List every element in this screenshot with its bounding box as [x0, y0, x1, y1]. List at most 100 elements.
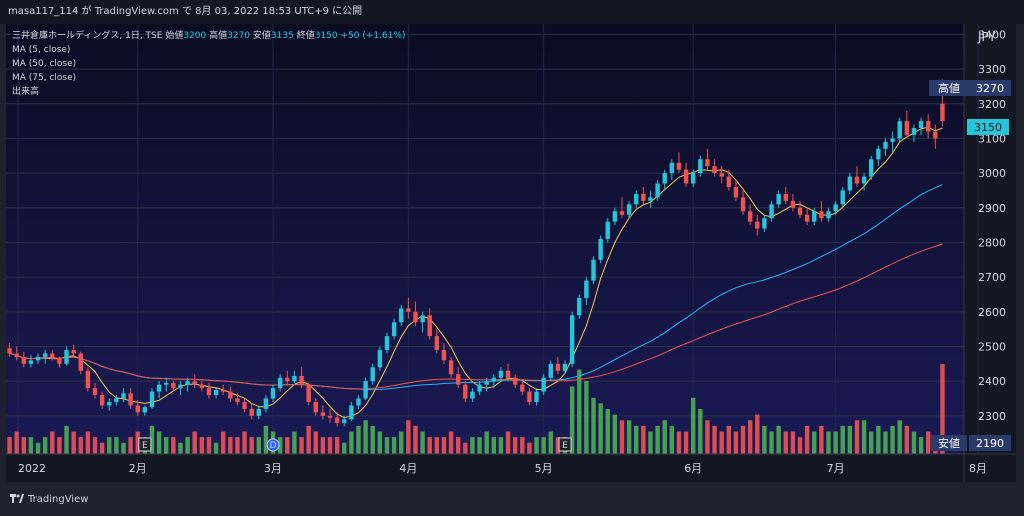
- volume-bar: [662, 420, 667, 454]
- candle-body: [705, 159, 710, 167]
- volume-bar: [712, 425, 717, 454]
- volume-bar: [669, 425, 675, 454]
- candle-body: [242, 401, 247, 409]
- volume-bar: [14, 431, 19, 454]
- volume-bar: [285, 437, 290, 454]
- volume-bar: [797, 437, 803, 454]
- volume-bar: [783, 431, 788, 454]
- last-price-tag: [967, 119, 1009, 135]
- volume-bar: [156, 431, 162, 454]
- volume-bar: [249, 437, 254, 454]
- candle-body: [505, 370, 511, 378]
- publisher-line: masa117_114 が TradingView.com で 8月 03, 2…: [8, 6, 363, 17]
- volume-bar: [50, 431, 55, 454]
- candle-body: [192, 381, 197, 385]
- volume-bar: [861, 420, 867, 454]
- candle-body: [669, 162, 675, 174]
- volume-bar: [847, 425, 853, 454]
- x-tick-label: 4月: [399, 462, 417, 475]
- candle-body: [662, 173, 667, 184]
- candle-body: [940, 103, 945, 122]
- candle-body: [847, 176, 853, 191]
- price-axis[interactable]: 3400 3300 3200 3100 3000 2900 2800 2700 2600 2500…: [978, 28, 1006, 422]
- volume-bar: [918, 437, 924, 454]
- candle-body: [790, 200, 796, 208]
- legend-ma75[interactable]: MA (75, close): [12, 73, 76, 83]
- volume-bar: [541, 437, 546, 454]
- x-tick-label: 3月: [264, 462, 282, 475]
- candle-body: [712, 166, 717, 174]
- dividend-marker-label: D: [270, 441, 277, 451]
- candle-body: [448, 360, 454, 375]
- candle-body: [313, 401, 318, 413]
- candle-body: [933, 131, 938, 139]
- volume-bar: [463, 442, 468, 454]
- candle-body: [71, 349, 76, 354]
- candle-body: [698, 159, 703, 174]
- volume-bar: [648, 431, 653, 454]
- tradingview-icon: [10, 494, 24, 503]
- volume-bar: [505, 431, 511, 454]
- candle-body: [797, 207, 803, 215]
- candlestick-chart[interactable]: E D E 3400 3300 3200 3100 3000 2900 2800 2700 2600…: [6, 24, 1016, 482]
- volume-bar: [256, 437, 262, 454]
- chart-area[interactable]: E D E 3400 3300 3200 3100 3000 2900 2800 2700 2600…: [6, 24, 1016, 482]
- time-axis[interactable]: 2022 2月 3月 4月 5月 6月 7月 8月: [18, 462, 987, 475]
- legend-ma5[interactable]: MA (5, close): [12, 45, 70, 55]
- candle-body: [619, 211, 625, 215]
- volume-bar: [299, 437, 304, 454]
- candle-body: [185, 381, 190, 385]
- volume-bar: [114, 437, 119, 454]
- ma75-line: [9, 243, 943, 390]
- volume-bar: [21, 437, 27, 454]
- candle-body: [897, 121, 902, 139]
- volume-bar: [434, 437, 440, 454]
- candle-body: [584, 280, 589, 298]
- candle-body: [263, 398, 269, 409]
- volume-bar: [42, 437, 48, 454]
- candle-body: [470, 391, 475, 399]
- candle-body: [534, 391, 539, 402]
- candle-body: [769, 204, 774, 219]
- volume-bar: [776, 425, 781, 454]
- legend-volume[interactable]: 出来高: [12, 85, 39, 97]
- x-tick-label: 2022: [18, 462, 46, 475]
- volume-bar: [78, 437, 83, 454]
- tradingview-brand: TradingView: [28, 494, 89, 505]
- volume-bar: [292, 431, 297, 454]
- volume-bar: [349, 431, 354, 454]
- y-tick-label: 2800: [978, 236, 1006, 249]
- tradingview-logo[interactable]: TradingView: [10, 494, 88, 505]
- legend-ma50[interactable]: MA (50, close): [12, 59, 76, 69]
- open-label: 始値: [165, 29, 183, 41]
- volume-bar: [690, 397, 696, 454]
- candle-body: [883, 141, 888, 149]
- volume-bar: [470, 437, 475, 454]
- high-label-tag: [929, 80, 969, 96]
- volume-bar: [334, 437, 340, 454]
- candle-body: [164, 382, 169, 385]
- candle-body: [64, 349, 69, 364]
- y-tick-label: 2400: [978, 375, 1006, 388]
- candle-body: [434, 336, 440, 350]
- volume-bar: [676, 431, 682, 454]
- candle-body: [78, 353, 83, 371]
- volume-bar: [819, 425, 824, 454]
- volume-bar: [626, 420, 632, 454]
- volume-bar: [206, 437, 212, 454]
- candle-body: [334, 417, 340, 423]
- volume-bar: [762, 425, 767, 454]
- y-tick-label: 3000: [978, 167, 1006, 180]
- candle-body: [220, 389, 226, 392]
- symbol-line: 三井倉庫ホールディングス, 1日, TSE: [12, 29, 163, 41]
- volume-bar: [534, 437, 539, 454]
- candle-body: [833, 204, 838, 212]
- open-value: 3200: [183, 31, 206, 41]
- high-label: 高値: [209, 29, 227, 41]
- candle-body: [92, 388, 98, 396]
- candle-body: [270, 388, 276, 399]
- volume-bar: [740, 425, 746, 454]
- candle-body: [121, 393, 126, 399]
- publisher-bar: masa117_114 が TradingView.com で 8月 03, 2…: [0, 0, 1024, 24]
- volume-bar: [363, 420, 368, 454]
